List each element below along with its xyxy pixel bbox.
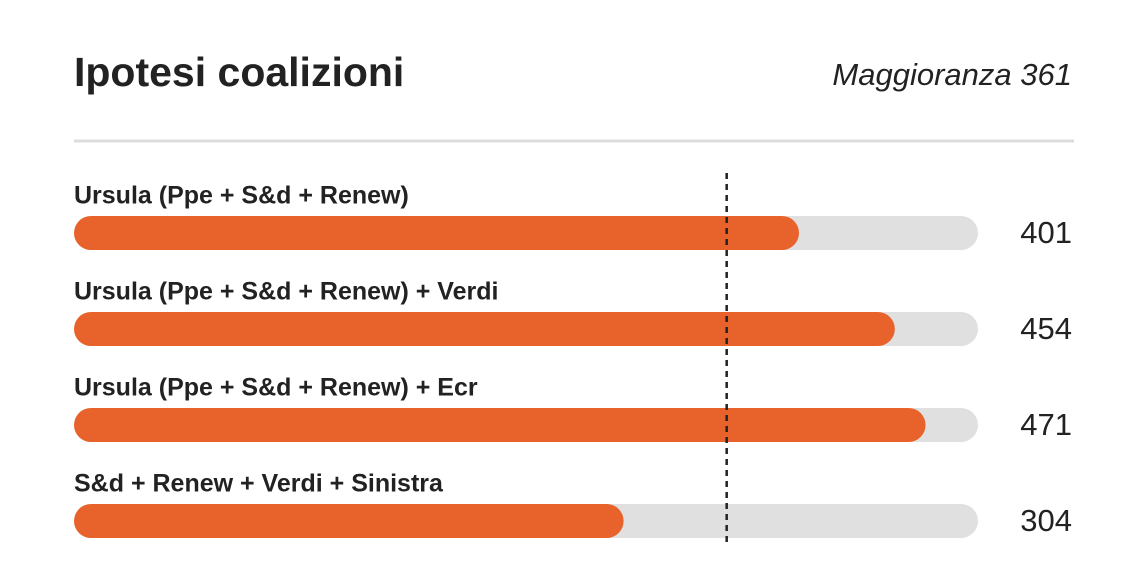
bar (74, 312, 895, 346)
bar (74, 408, 926, 442)
category-label: S&d + Renew + Verdi + Sinistra (74, 470, 444, 498)
chart-title: Ipotesi coalizioni (74, 49, 404, 95)
bar (74, 504, 624, 538)
category-label: Ursula (Ppe + S&d + Renew) + Ecr (74, 374, 478, 402)
category-label: Ursula (Ppe + S&d + Renew) (74, 182, 409, 210)
value-label: 304 (1020, 503, 1072, 538)
value-label: 471 (1020, 407, 1072, 442)
majority-value: 361 (1020, 57, 1072, 92)
category-label: Ursula (Ppe + S&d + Renew) + Verdi (74, 278, 498, 306)
majority-annotation: Maggioranza 361 (832, 57, 1072, 92)
majority-label: Maggioranza (832, 57, 1011, 92)
value-label: 454 (1020, 311, 1072, 346)
bar (74, 216, 800, 250)
value-label: 401 (1020, 215, 1072, 250)
